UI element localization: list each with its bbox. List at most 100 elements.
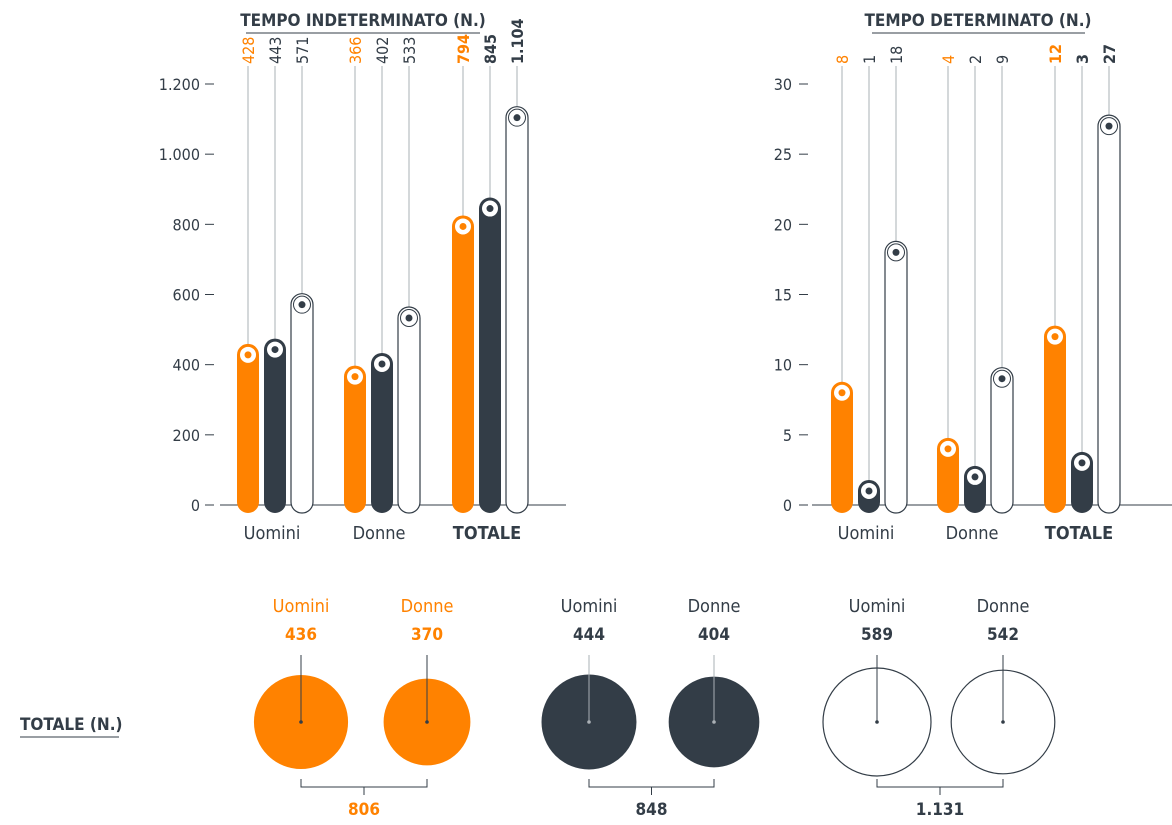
totals-title: TOTALE (N.): [20, 715, 123, 735]
bar-value-label: 1: [860, 55, 879, 64]
category-label: Uomini: [838, 523, 895, 544]
chart-title: TEMPO INDETERMINATO (N.): [240, 11, 486, 31]
bar-value-label: 18: [887, 46, 906, 64]
bar: [990, 367, 1014, 514]
bar-value-label: 12: [1046, 44, 1065, 64]
bar: [1044, 325, 1066, 513]
category-label: Donne: [946, 523, 999, 544]
total-bracket: [588, 779, 715, 795]
bar-value-label: 4: [939, 55, 958, 64]
y-tick-label: 1.200: [159, 75, 200, 94]
bubble-center-dot: [875, 720, 879, 724]
category-label: Donne: [353, 523, 406, 544]
bar: [505, 106, 529, 514]
y-tick-label: 15: [774, 286, 792, 305]
bar-value-dot: [944, 445, 952, 453]
bubble-label: Donne: [977, 596, 1030, 617]
bar-value-dot: [1051, 333, 1059, 341]
bar-value-label: 366: [346, 37, 365, 64]
bar-value-dot: [865, 487, 873, 495]
bar: [452, 215, 474, 513]
category-label: TOTALE: [453, 523, 521, 544]
bar-value-dot: [405, 314, 413, 322]
bubble-center-dot: [587, 720, 591, 724]
y-tick-label: 600: [173, 286, 200, 305]
bubble-value: 404: [698, 625, 730, 645]
bar: [264, 338, 286, 513]
bubble-groups: Uomini 436 Donne 370 806 Uomini 444 Donne 404 848…: [253, 596, 1056, 820]
bar-value-dot: [486, 205, 494, 213]
bar-value-label: 533: [400, 37, 419, 64]
y-tick-label: 20: [774, 215, 792, 234]
category-label: Uomini: [244, 523, 301, 544]
bar: [1097, 114, 1121, 514]
chart-determinato: TEMPO DETERMINATO (N.) 0 5 10 15 20 25 30 8 1 18…: [774, 11, 1172, 544]
chart-title: TEMPO DETERMINATO (N.): [864, 11, 1091, 31]
y-tick-label: 0: [191, 496, 200, 515]
bar: [237, 343, 259, 513]
bubble-label: Uomini: [561, 596, 618, 617]
bar-value-label: 402: [373, 37, 392, 64]
chart-indeterminato: TEMPO INDETERMINATO (N.) 0 200 400 600 800 1.…: [159, 11, 566, 544]
bar-value-label: 794: [454, 34, 473, 64]
bar-value-label: 1.104: [508, 18, 527, 64]
bubble-label: Donne: [688, 596, 741, 617]
bar-value-dot: [378, 360, 386, 368]
total-bracket: [876, 779, 1004, 795]
group-total: 1.131: [916, 800, 964, 820]
bubble-value: 542: [987, 625, 1019, 645]
totals-section: TOTALE (N.) Uomini 436 Donne 370 806 Uomini 44…: [20, 596, 1056, 820]
bar-value-dot: [1078, 459, 1086, 467]
bar: [831, 381, 853, 513]
bar: [371, 352, 393, 513]
bubble-center-dot: [1001, 720, 1005, 724]
bubble-label: Uomini: [849, 596, 906, 617]
bar-value-dot: [1105, 122, 1113, 130]
group-total: 848: [636, 800, 668, 820]
bar-series: 428 443 571 366 402 533 794 845 1.104: [237, 18, 529, 514]
bar-series: 8 1 18 4 2 9 12 3 27: [831, 44, 1121, 514]
bar-value-label: 8: [833, 55, 852, 64]
category-labels: Uomini Donne TOTALE: [244, 523, 522, 544]
bar-value-label: 9: [993, 55, 1012, 64]
bubble-center-dot: [712, 720, 716, 724]
y-tick-label: 200: [173, 426, 200, 445]
bar-value-label: 443: [266, 37, 285, 64]
y-tick-label: 0: [783, 496, 792, 515]
bubble-label: Donne: [401, 596, 454, 617]
bubble-center-dot: [299, 720, 303, 724]
bubble-value: 444: [573, 625, 605, 645]
bar-value-label: 2: [966, 55, 985, 64]
bar-value-dot: [351, 373, 359, 381]
bar-value-dot: [459, 222, 467, 230]
bar-value-dot: [971, 473, 979, 481]
bar: [937, 437, 959, 513]
bar-value-dot: [244, 351, 252, 359]
group-total: 806: [348, 800, 380, 820]
y-tick-label: 1.000: [159, 145, 200, 164]
total-bracket: [300, 779, 428, 795]
bar-value-dot: [513, 114, 521, 122]
bar-value-dot: [998, 375, 1006, 383]
y-tick-label: 10: [774, 356, 792, 375]
y-tick-label: 30: [774, 75, 792, 94]
bar-value-label: 845: [481, 34, 500, 64]
bar-value-label: 27: [1100, 44, 1119, 64]
y-tick-label: 25: [774, 145, 792, 164]
bar-value-dot: [298, 301, 306, 309]
bar-value-label: 3: [1073, 54, 1092, 64]
y-tick-label: 800: [173, 215, 200, 234]
bubble-center-dot: [425, 720, 429, 724]
bubble-value: 436: [285, 625, 317, 645]
category-label: TOTALE: [1045, 523, 1113, 544]
bar: [397, 306, 421, 514]
bar-value-dot: [838, 389, 846, 397]
y-axis: 0 200 400 600 800 1.000 1.200: [159, 75, 566, 515]
bar-value-label: 428: [239, 37, 258, 64]
bubble-value: 370: [411, 625, 443, 645]
bar-value-dot: [892, 248, 900, 256]
bar: [479, 197, 501, 513]
bar-value-dot: [271, 346, 279, 354]
y-tick-label: 5: [783, 426, 792, 445]
